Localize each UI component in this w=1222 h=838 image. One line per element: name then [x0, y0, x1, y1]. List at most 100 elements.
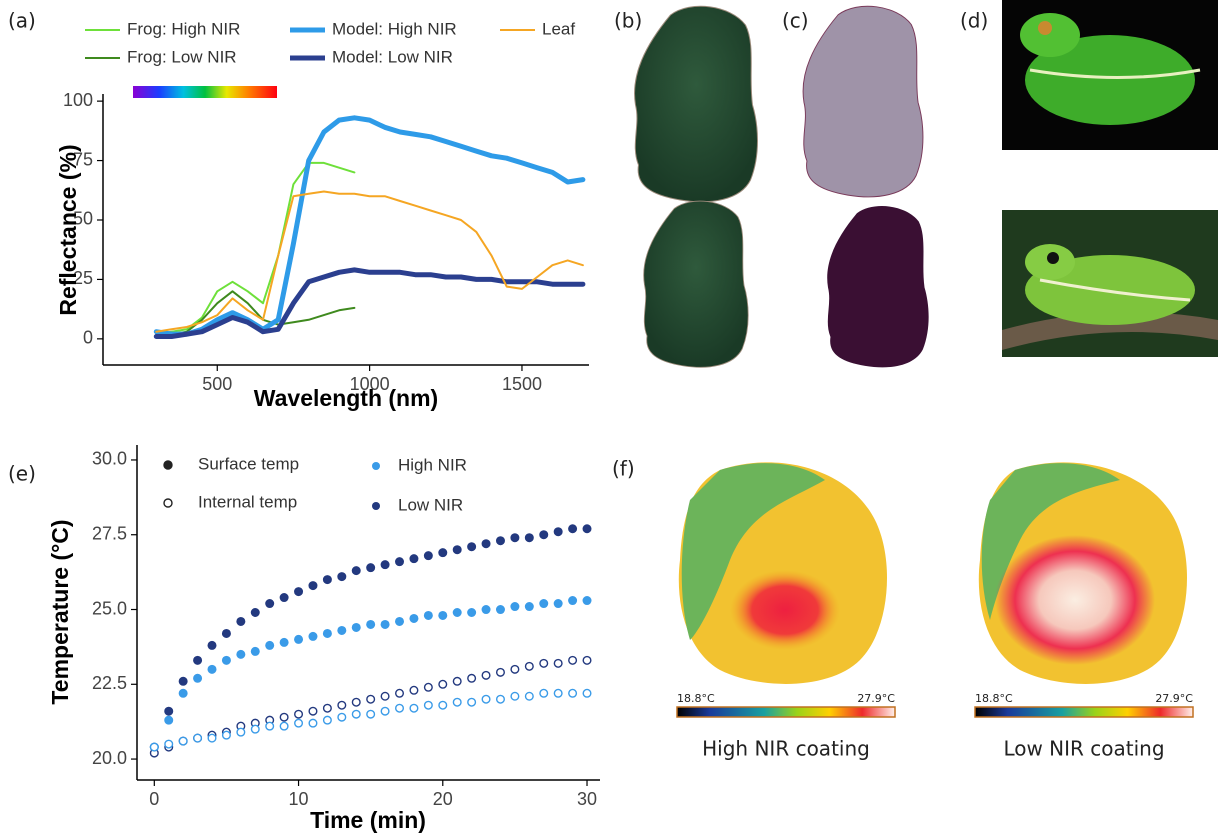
data-point: [179, 677, 187, 685]
data-point: [338, 573, 346, 581]
y-tick-label: 30.0: [92, 449, 127, 469]
data-point: [396, 689, 404, 697]
data-point: [352, 567, 360, 575]
data-point: [266, 642, 274, 650]
legend-label: Internal temp: [198, 492, 297, 511]
data-point: [439, 612, 447, 620]
legend-label: Low NIR: [398, 495, 463, 514]
data-point: [223, 657, 231, 665]
data-point: [324, 704, 332, 712]
thermal-images: [677, 462, 1193, 717]
data-point: [540, 689, 548, 697]
data-point: [526, 603, 534, 611]
data-point: [338, 701, 346, 709]
legend-label: Frog: Low NIR: [127, 47, 237, 66]
data-point: [179, 737, 187, 745]
data-point: [194, 657, 202, 665]
data-point: [266, 722, 274, 730]
data-point: [511, 534, 519, 542]
data-point: [425, 552, 433, 560]
data-point: [583, 689, 591, 697]
data-point: [280, 713, 288, 721]
series-line: [156, 270, 583, 337]
data-point: [165, 716, 173, 724]
data-point: [381, 692, 389, 700]
data-point: [511, 692, 519, 700]
data-point: [367, 621, 375, 629]
caption: Low NIR coating: [1003, 737, 1164, 761]
data-point: [352, 698, 360, 706]
data-point: [396, 558, 404, 566]
data-point: [237, 618, 245, 626]
data-point: [526, 663, 534, 671]
data-point: [569, 657, 577, 665]
data-point: [583, 597, 591, 605]
data-point: [165, 707, 173, 715]
data-point: [468, 609, 476, 617]
data-point: [410, 555, 418, 563]
page: Reflectance and temperature of frog mode…: [0, 0, 1222, 838]
data-point: [396, 618, 404, 626]
x-tick-label: 0: [149, 789, 159, 809]
data-point: [554, 660, 562, 668]
x-tick-label: 10: [289, 789, 309, 809]
data-point: [381, 561, 389, 569]
scale-min-label: 18.8°C: [975, 692, 1013, 705]
legend-marker: [164, 461, 172, 469]
data-point: [425, 612, 433, 620]
data-point: [352, 624, 360, 632]
x-tick-label: 30: [577, 789, 597, 809]
data-point: [410, 615, 418, 623]
data-point: [280, 722, 288, 730]
data-point: [367, 710, 375, 718]
data-point: [179, 689, 187, 697]
data-point: [583, 657, 591, 665]
data-point: [468, 543, 476, 551]
data-point: [194, 675, 202, 683]
x-axis-title: Time (min): [310, 807, 426, 833]
data-point: [439, 701, 447, 709]
data-point: [468, 675, 476, 683]
data-point: [583, 525, 591, 533]
x-tick-label: 1500: [502, 374, 542, 394]
data-point: [295, 588, 303, 596]
caption: High NIR coating: [702, 737, 870, 761]
y-tick-label: 25.0: [92, 598, 127, 618]
data-point: [497, 695, 505, 703]
data-point: [237, 651, 245, 659]
visible-spectrum-strip: [133, 86, 277, 98]
legend-marker: [372, 462, 380, 470]
legend-label: High NIR: [398, 455, 467, 474]
y-axis-title: Reflectance (%): [55, 144, 81, 315]
panel-label: (d): [960, 9, 988, 33]
data-point: [497, 669, 505, 677]
data-point: [482, 695, 490, 703]
data-point: [511, 666, 519, 674]
data-point: [194, 734, 202, 742]
data-point: [295, 636, 303, 644]
legend-label: Surface temp: [198, 454, 299, 473]
data-point: [367, 695, 375, 703]
data-point: [540, 600, 548, 608]
data-point: [223, 630, 231, 638]
data-point: [280, 639, 288, 647]
data-point: [453, 546, 461, 554]
data-point: [367, 564, 375, 572]
model-photos-b: [635, 6, 758, 367]
data-point: [251, 725, 259, 733]
data-point: [511, 603, 519, 611]
data-point: [338, 627, 346, 635]
scale-max-label: 27.9°C: [857, 692, 895, 705]
data-point: [251, 609, 259, 617]
data-point: [208, 642, 216, 650]
data-point: [482, 540, 490, 548]
legend-label: Model: Low NIR: [332, 47, 453, 66]
data-point: [425, 683, 433, 691]
data-point: [554, 528, 562, 536]
data-point: [569, 689, 577, 697]
frog-photos-d: [1002, 0, 1218, 357]
data-point: [309, 633, 317, 641]
x-tick-label: 500: [202, 374, 232, 394]
body: (a) (b) (c) (d) (e) (f) 18.8°C 27.9°C 18…: [0, 0, 1222, 838]
model-photos-c: [803, 6, 929, 367]
